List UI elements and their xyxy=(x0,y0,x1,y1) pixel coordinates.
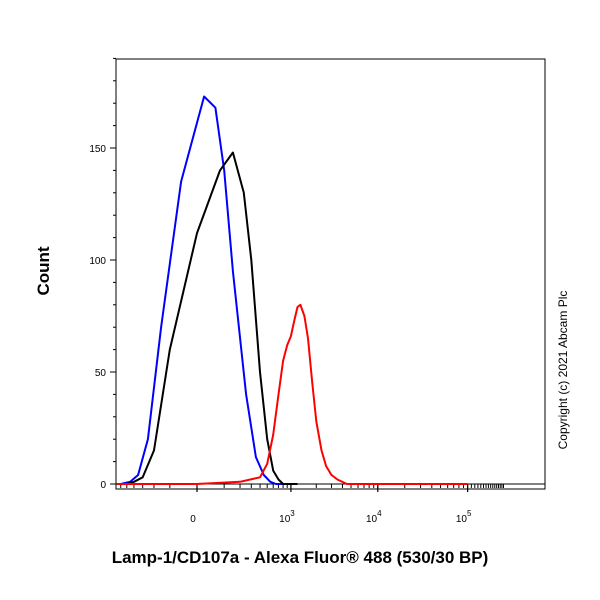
series-line-1 xyxy=(117,95,291,485)
x-tick-label: 104 xyxy=(366,509,382,525)
y-axis-label: Count xyxy=(34,246,53,296)
series-line-2 xyxy=(117,151,298,485)
x-axis-label: Lamp-1/CD107a - Alexa Fluor® 488 (530/30… xyxy=(111,548,489,567)
x-tick-label: 0 xyxy=(190,514,196,525)
series-group xyxy=(117,95,468,485)
y-tick-label: 150 xyxy=(89,144,106,155)
x-axis: 0 103 104 105 xyxy=(116,483,545,525)
x-tick-label: 103 xyxy=(279,509,295,525)
y-tick-label: 100 xyxy=(89,256,106,267)
y-tick-label: 0 xyxy=(100,480,106,491)
x-tick-label: 105 xyxy=(456,509,472,525)
y-axis: 0 50 100 150 xyxy=(89,57,116,491)
series-line-3 xyxy=(117,303,468,485)
y-tick-label: 50 xyxy=(95,368,107,379)
plot-area-frame xyxy=(115,58,546,490)
copyright-notice: Copyright (c) 2021 Abcam Plc xyxy=(556,290,570,450)
